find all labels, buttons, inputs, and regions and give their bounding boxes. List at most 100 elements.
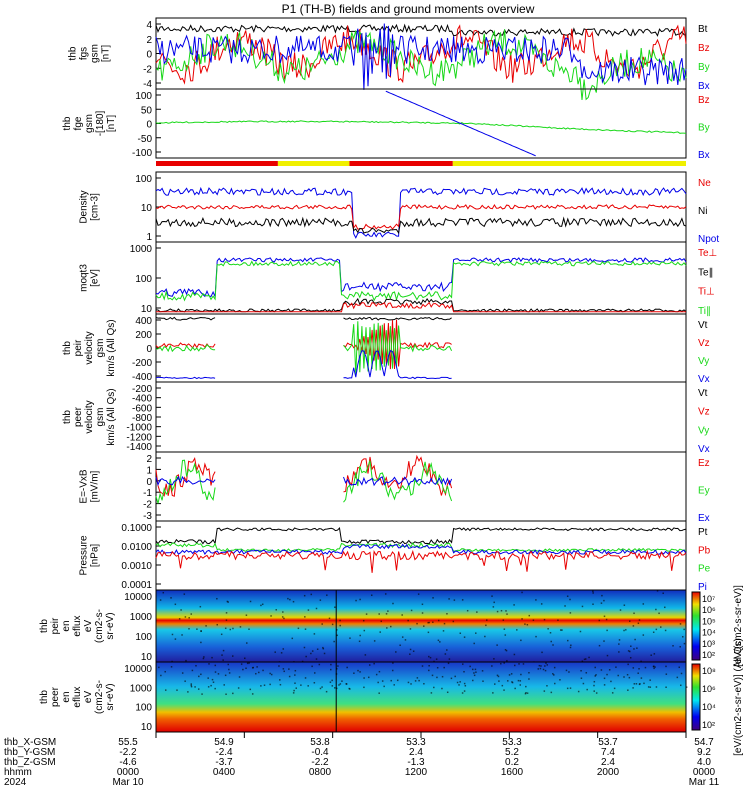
colorbar	[691, 591, 701, 661]
spectrogram-speckle	[559, 679, 561, 681]
y-axis-label-line: moqt3	[79, 264, 90, 292]
column-value: 0000	[117, 767, 140, 778]
spectrogram-speckle	[505, 649, 508, 652]
spectrogram-speckle	[427, 631, 430, 634]
colorbar-label: [eV/(cm2-s-sr-eV)] (All Qs)	[733, 638, 744, 756]
spectrogram-speckle	[202, 657, 205, 660]
spectrogram-speckle	[553, 666, 556, 669]
series-vz	[155, 319, 452, 370]
y-axis-label-line: gsm	[90, 44, 101, 63]
column-value: -2.2	[311, 757, 329, 768]
spectrogram-image	[156, 590, 686, 662]
series-te-perp	[156, 301, 686, 313]
spectrogram-speckle	[194, 686, 196, 688]
spectrogram-speckle	[329, 681, 332, 683]
spectrogram-speckle	[294, 669, 297, 672]
spectrogram-speckle	[623, 604, 626, 606]
spectrogram-speckle	[334, 606, 336, 608]
spectrogram-speckle	[205, 625, 207, 627]
spectrogram-speckle	[549, 632, 552, 634]
spectrogram-speckle	[442, 630, 445, 632]
spectrogram-speckle	[665, 673, 668, 675]
column-value: 2.4	[409, 747, 423, 758]
y-axis-label-line: thb	[62, 410, 73, 424]
spectrogram-speckle	[294, 682, 296, 684]
spectrogram-speckle	[452, 620, 455, 623]
spectrogram-speckle	[331, 623, 334, 626]
spectrogram-speckle	[409, 648, 412, 651]
spectrogram-speckle	[569, 646, 572, 649]
column-value: 53.3	[406, 737, 426, 748]
y-tick-label: -2	[143, 500, 152, 511]
spectrogram-speckle	[181, 634, 183, 636]
legend-ne: Ne	[698, 178, 711, 189]
spectrogram-speckle	[617, 674, 619, 677]
spectrogram-speckle	[519, 680, 522, 682]
spectrogram-speckle	[628, 676, 631, 679]
spectrogram-speckle	[256, 666, 258, 668]
spectrogram-speckle	[678, 666, 680, 669]
spectrogram-speckle	[473, 674, 476, 677]
spectrogram-speckle	[459, 681, 461, 683]
spectrogram-speckle	[623, 629, 625, 632]
y-axis-label-line: peir	[73, 339, 84, 356]
spectrogram-speckle	[472, 679, 474, 682]
spectrogram-speckle	[546, 664, 548, 666]
spectrogram-speckle	[676, 676, 679, 679]
spectrogram-speckle	[363, 677, 365, 679]
spectrogram-speckle	[396, 679, 399, 682]
spectrogram-speckle	[349, 637, 351, 639]
spectrogram-speckle	[428, 669, 430, 672]
spectrogram-speckle	[160, 674, 162, 677]
spectrogram-speckle	[200, 673, 202, 676]
spectrogram-speckle	[307, 685, 309, 687]
spectrogram-speckle	[441, 687, 443, 690]
spectrogram-speckle	[180, 609, 182, 611]
spectrogram-speckle	[197, 688, 200, 690]
spectrogram-speckle	[606, 654, 609, 657]
legend-vt: Vt	[698, 320, 708, 331]
spectrogram-speckle	[325, 690, 328, 693]
spectrogram-speckle	[225, 619, 228, 621]
spectrogram-speckle	[211, 678, 214, 681]
spectrogram-speckle	[546, 685, 548, 687]
legend-npot: Npot	[698, 234, 719, 245]
spectrogram-speckle	[496, 610, 499, 613]
spectrogram-speckle	[432, 597, 434, 599]
panel-frame	[155, 381, 687, 453]
spectrogram-speckle	[613, 687, 616, 690]
y-axis-label-line: eV	[83, 691, 94, 704]
series-ey	[155, 459, 453, 504]
legend-ti∥: Ti∥	[698, 306, 711, 317]
spectrogram-speckle	[310, 652, 312, 655]
spectrogram-speckle	[282, 668, 285, 670]
legend-vy: Vy	[698, 425, 709, 436]
spectrogram-speckle	[162, 591, 165, 594]
spectrogram-speckle	[386, 627, 388, 629]
spectrogram-speckle	[418, 679, 420, 682]
y-axis-label: Pressure[nPa]	[79, 535, 101, 575]
panel-peer_vel: -200-400-600-800-1000-1200-1400 thbpeerve…	[62, 381, 710, 455]
spectrogram-speckle	[535, 635, 537, 638]
spectrogram-speckle	[511, 681, 514, 684]
colorbar-tick-label: 10⁴	[702, 628, 716, 638]
y-axis-label-line: thb	[62, 116, 73, 130]
spectrogram-speckle	[537, 668, 540, 670]
spectrogram-speckle	[458, 684, 460, 686]
column-value: -2.4	[215, 747, 233, 758]
y-tick-label: 0.0001	[121, 580, 152, 591]
spectrogram-speckle	[503, 628, 506, 630]
spectrogram-speckle	[628, 620, 631, 622]
spectrogram-speckle	[270, 673, 273, 676]
spectrogram-speckle	[640, 677, 643, 679]
spectrogram-speckle	[304, 677, 307, 679]
spectrogram-speckle	[630, 645, 632, 647]
spectrogram-speckle	[260, 685, 262, 687]
y-axis-label-line: eflux	[72, 615, 83, 636]
spectrogram-speckle	[492, 692, 494, 694]
spectrogram-speckle	[210, 684, 212, 687]
y-axis-label-line: en	[61, 691, 72, 702]
column-value: 0400	[213, 767, 236, 778]
legend-ey: Ey	[698, 486, 710, 497]
spectrogram-speckle	[579, 630, 582, 633]
